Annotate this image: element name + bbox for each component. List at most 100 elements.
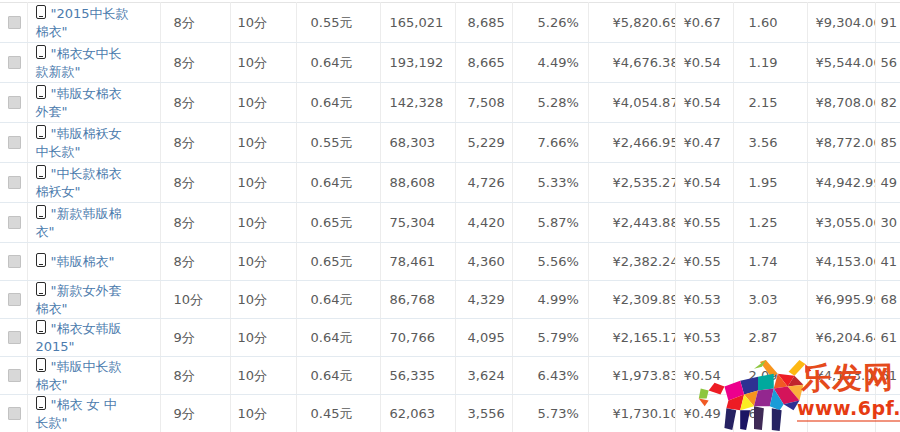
keyword-text[interactable]: "棉衣女韩版 2015" [36, 321, 122, 354]
keyword-text[interactable]: "新款韩版棉 衣" [36, 206, 122, 239]
cell-avg-cpc: ¥0.54 [675, 83, 733, 123]
cell-cost: ¥5,820.69 [588, 3, 675, 43]
cell-keyword: "2015中长款 棉衣" [27, 3, 160, 43]
cell-orders: 82 [875, 83, 900, 123]
cell-orders [875, 395, 900, 432]
cell-score-mobile: 10分 [230, 163, 296, 203]
keyword-link[interactable]: "新款女外套 棉衣" [36, 283, 122, 316]
cell-score-pc: 8分 [160, 123, 230, 163]
cell-roi: 6. [733, 395, 807, 432]
keyword-text[interactable]: "韩版中长款 棉衣" [36, 359, 122, 392]
cell-ctr: 5.79% [512, 319, 588, 357]
cell-roi: 2.87 [733, 319, 807, 357]
cell-clicks: 4,360 [455, 243, 512, 281]
cell-bid: 0.65元 [296, 203, 380, 243]
keyword-text[interactable]: "棉衣女中长 款新款" [36, 46, 122, 79]
cell-impressions: 165,021 [380, 3, 455, 43]
keyword-link[interactable]: "韩版中长款 棉衣" [36, 359, 122, 392]
cell-orders: 49 [875, 163, 900, 203]
cell-score-mobile: 10分 [230, 3, 296, 43]
cell-impressions: 193,192 [380, 43, 455, 83]
cell-revenue: ¥4,942.99 [807, 163, 875, 203]
cell-roi: 1.74 [733, 243, 807, 281]
row-checkbox[interactable] [8, 56, 21, 69]
row-checkbox[interactable] [8, 407, 21, 420]
cell-orders: 61 [875, 319, 900, 357]
keyword-text[interactable]: "韩版棉袄女 中长款" [36, 126, 122, 159]
cell-checkbox [0, 243, 27, 281]
row-checkbox[interactable] [8, 96, 21, 109]
keyword-link[interactable]: "中长款棉衣 棉袄女" [36, 166, 122, 199]
cell-ctr: 5.87% [512, 203, 588, 243]
mobile-phone-icon [36, 125, 46, 139]
cell-keyword: "韩版女棉衣 外套" [27, 83, 160, 123]
row-checkbox[interactable] [8, 16, 21, 29]
mobile-phone-icon [36, 396, 46, 410]
cell-ctr: 5.28% [512, 83, 588, 123]
row-checkbox[interactable] [8, 331, 21, 344]
row-checkbox[interactable] [8, 255, 21, 268]
cell-checkbox [0, 203, 27, 243]
table-row: "棉衣女中长 款新款" 8分 10分 0.64元 193,192 8,665 4… [0, 43, 900, 83]
cell-keyword: "棉衣 女 中 长款" [27, 395, 160, 432]
keyword-text[interactable]: "2015中长款 棉衣" [36, 6, 129, 39]
keyword-text[interactable]: "新款女外套 棉衣" [36, 283, 122, 316]
cell-revenue: ¥3,055.00 [807, 203, 875, 243]
cell-impressions: 142,328 [380, 83, 455, 123]
row-checkbox[interactable] [8, 293, 21, 306]
cell-keyword: "棉衣女中长 款新款" [27, 43, 160, 83]
keyword-text[interactable]: "韩版棉衣" [51, 254, 115, 269]
cell-impressions: 78,461 [380, 243, 455, 281]
cell-revenue: ¥8,772.00 [807, 123, 875, 163]
cell-ctr: 5.33% [512, 163, 588, 203]
row-checkbox[interactable] [8, 176, 21, 189]
keyword-text[interactable]: "中长款棉衣 棉袄女" [36, 166, 122, 199]
cell-cost: ¥2,382.24 [588, 243, 675, 281]
cell-revenue: ¥5,544.00 [807, 43, 875, 83]
row-checkbox[interactable] [8, 216, 21, 229]
cell-score-pc: 8分 [160, 203, 230, 243]
table-row: "棉衣 女 中 长款" 9分 10分 0.45元 62,063 3,556 5.… [0, 395, 900, 432]
cell-cost: ¥2,535.27 [588, 163, 675, 203]
keyword-link[interactable]: "棉衣女韩版 2015" [36, 321, 122, 354]
keyword-link[interactable]: "韩版女棉衣 外套" [36, 86, 122, 119]
cell-ctr: 5.26% [512, 3, 588, 43]
keyword-text[interactable]: "韩版女棉衣 外套" [36, 86, 122, 119]
cell-checkbox [0, 3, 27, 43]
cell-cost: ¥2,443.88 [588, 203, 675, 243]
cell-score-pc: 8分 [160, 163, 230, 203]
keyword-link[interactable]: "韩版棉衣" [36, 254, 115, 269]
cell-score-pc: 8分 [160, 43, 230, 83]
cell-checkbox [0, 319, 27, 357]
cell-checkbox [0, 281, 27, 319]
keyword-link[interactable]: "2015中长款 棉衣" [36, 6, 129, 39]
cell-bid: 0.45元 [296, 395, 380, 432]
cell-keyword: "新款韩版棉 衣" [27, 203, 160, 243]
cell-checkbox [0, 163, 27, 203]
keyword-link[interactable]: "新款韩版棉 衣" [36, 206, 122, 239]
cell-impressions: 62,063 [380, 395, 455, 432]
table-row: "韩版中长款 棉衣" 8分 10分 0.64元 56,335 3,624 6.4… [0, 357, 900, 395]
keyword-link[interactable]: "韩版棉袄女 中长款" [36, 126, 122, 159]
keyword-link[interactable]: "棉衣女中长 款新款" [36, 46, 122, 79]
cell-checkbox [0, 123, 27, 163]
cell-ctr: 5.73% [512, 395, 588, 432]
keyword-text[interactable]: "棉衣 女 中 长款" [36, 397, 117, 430]
keyword-link[interactable]: "棉衣 女 中 长款" [36, 397, 117, 430]
table-row: "2015中长款 棉衣" 8分 10分 0.55元 165,021 8,685 … [0, 3, 900, 43]
cell-clicks: 8,685 [455, 3, 512, 43]
mobile-phone-icon [36, 165, 46, 179]
cell-avg-cpc: ¥0.53 [675, 319, 733, 357]
cell-keyword: "中长款棉衣 棉袄女" [27, 163, 160, 203]
cell-score-pc: 8分 [160, 3, 230, 43]
mobile-phone-icon [36, 253, 46, 267]
table-row: "韩版棉袄女 中长款" 8分 10分 0.55元 68,303 5,229 7.… [0, 123, 900, 163]
cell-score-mobile: 10分 [230, 83, 296, 123]
row-checkbox[interactable] [8, 136, 21, 149]
mobile-phone-icon [36, 85, 46, 99]
row-checkbox[interactable] [8, 369, 21, 382]
cell-score-pc: 8分 [160, 83, 230, 123]
cell-roi: 2.15 [733, 83, 807, 123]
cell-impressions: 75,304 [380, 203, 455, 243]
cell-score-pc: 8分 [160, 243, 230, 281]
